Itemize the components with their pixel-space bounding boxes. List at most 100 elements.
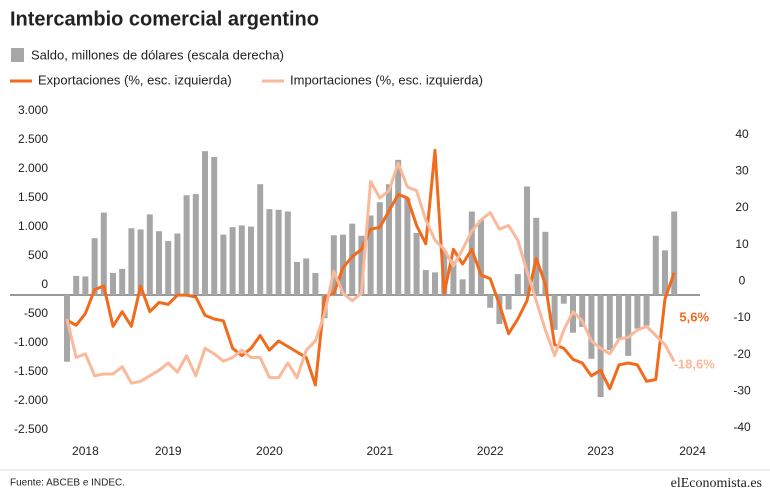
bar bbox=[91, 238, 98, 295]
y-tick-label: -2.000 bbox=[14, 393, 48, 407]
x-tick-label: 2022 bbox=[477, 444, 504, 458]
bar bbox=[367, 215, 374, 295]
bar bbox=[643, 295, 650, 326]
bar bbox=[616, 295, 622, 339]
bar bbox=[257, 184, 264, 295]
bar bbox=[275, 209, 282, 295]
bar bbox=[524, 186, 530, 295]
y2-tick-label: -10 bbox=[733, 310, 751, 324]
y-tick-label: 500 bbox=[28, 248, 48, 262]
x-tick-label: 2019 bbox=[155, 444, 182, 458]
bar bbox=[165, 241, 172, 295]
line bbox=[65, 161, 676, 385]
bar bbox=[128, 228, 135, 295]
bar bbox=[560, 295, 567, 304]
y-tick-label: -500 bbox=[24, 306, 48, 320]
bar bbox=[146, 214, 153, 295]
value-label: -18,6% bbox=[674, 356, 716, 371]
legend-label: Saldo, millones de dólares (escala derec… bbox=[31, 47, 284, 62]
x-tick-label: 2023 bbox=[587, 444, 614, 458]
bar bbox=[478, 220, 484, 295]
line bbox=[66, 148, 676, 391]
bar bbox=[349, 223, 356, 295]
bar bbox=[671, 211, 678, 295]
y-tick-label: 2.500 bbox=[18, 132, 48, 146]
bar bbox=[238, 225, 245, 295]
bar bbox=[450, 261, 457, 295]
bar bbox=[100, 212, 107, 295]
y2-tick-label: -40 bbox=[733, 420, 751, 434]
bar bbox=[634, 295, 641, 329]
bar bbox=[487, 295, 494, 308]
bar bbox=[156, 231, 162, 295]
bar bbox=[110, 272, 116, 295]
bar bbox=[174, 233, 181, 295]
bar bbox=[330, 235, 337, 295]
bar bbox=[652, 235, 659, 295]
bar bbox=[183, 195, 190, 295]
bar bbox=[211, 156, 218, 295]
y2-tick-label: 10 bbox=[735, 237, 749, 251]
bar bbox=[514, 274, 521, 295]
bar bbox=[82, 276, 89, 295]
value-label: 5,6% bbox=[679, 309, 709, 324]
y2-tick-label: 40 bbox=[735, 127, 749, 141]
bar bbox=[533, 217, 540, 295]
bar bbox=[579, 295, 586, 327]
bar bbox=[404, 198, 411, 295]
y2-tick-label: -20 bbox=[733, 347, 751, 361]
y-tick-label: -1.500 bbox=[14, 364, 48, 378]
y2-tick-label: 20 bbox=[735, 200, 749, 214]
source: Fuente: ABCEB e INDEC. bbox=[10, 478, 125, 489]
bar bbox=[432, 272, 438, 295]
bar bbox=[496, 295, 503, 324]
bar bbox=[542, 231, 549, 295]
y2-tick-label: 30 bbox=[735, 164, 749, 178]
bar bbox=[229, 227, 236, 295]
bar bbox=[662, 250, 668, 295]
bar bbox=[606, 295, 613, 351]
bar bbox=[303, 258, 310, 295]
bar bbox=[202, 151, 208, 295]
x-tick-label: 2021 bbox=[366, 444, 393, 458]
bar bbox=[248, 226, 254, 295]
bar bbox=[597, 295, 604, 398]
bar bbox=[192, 194, 199, 295]
bar bbox=[73, 275, 80, 295]
x-tick-label: 2020 bbox=[256, 444, 283, 458]
bar bbox=[294, 261, 300, 295]
bar bbox=[505, 295, 512, 310]
y-tick-label: -1.000 bbox=[14, 335, 48, 349]
bar bbox=[312, 272, 319, 295]
legend-swatch bbox=[11, 48, 24, 62]
bar bbox=[340, 234, 346, 295]
y-tick-label: 0 bbox=[41, 277, 48, 291]
brand: elEconomista.es bbox=[671, 476, 762, 491]
bar bbox=[137, 229, 144, 295]
x-tick-label: 2018 bbox=[72, 444, 99, 458]
bar bbox=[551, 295, 558, 330]
legend-label: Importaciones (%, esc. izquierda) bbox=[290, 72, 483, 87]
y-tick-label: 1.000 bbox=[18, 219, 48, 233]
y-tick-label: 1.500 bbox=[18, 190, 48, 204]
bar bbox=[376, 202, 383, 295]
y-tick-label: 3.000 bbox=[18, 103, 48, 117]
bar bbox=[413, 232, 420, 295]
bar bbox=[119, 268, 126, 295]
bar bbox=[625, 295, 632, 356]
chart-title: Intercambio comercial argentino bbox=[10, 8, 319, 30]
bar bbox=[266, 209, 273, 295]
y2-tick-label: -30 bbox=[733, 384, 751, 398]
legend-label: Exportaciones (%, esc. izquierda) bbox=[38, 72, 232, 87]
y2-tick-label: 0 bbox=[739, 274, 746, 288]
bar bbox=[395, 159, 402, 295]
bar bbox=[220, 234, 227, 295]
bar bbox=[284, 211, 291, 295]
bar bbox=[386, 184, 392, 295]
bar bbox=[459, 279, 466, 295]
bar bbox=[64, 295, 70, 362]
bar bbox=[358, 235, 365, 295]
x-tick-label: 2024 bbox=[679, 444, 706, 458]
y-tick-label: 2.000 bbox=[18, 161, 48, 175]
